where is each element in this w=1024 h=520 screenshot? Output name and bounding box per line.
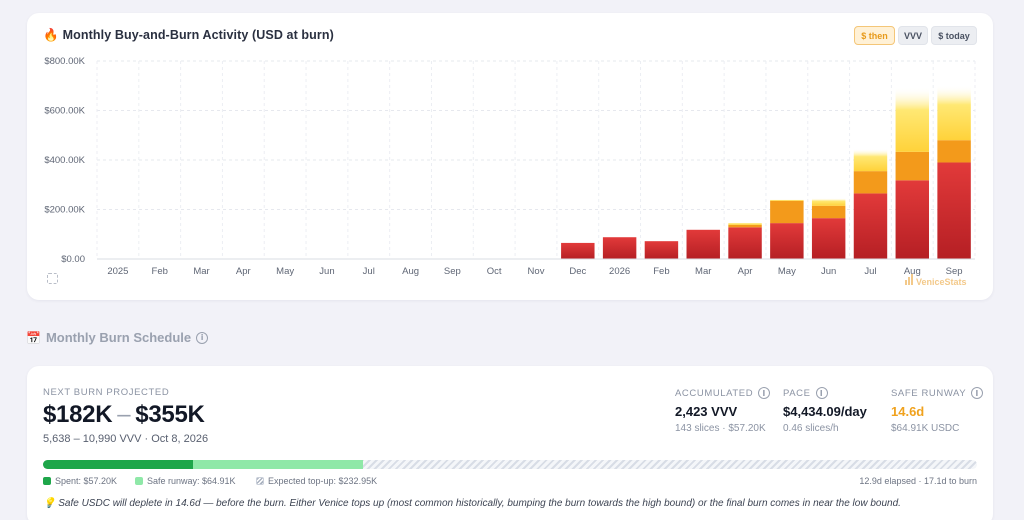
accumulated-label: Accumulated i <box>675 387 771 399</box>
x-tick-label: Nov <box>528 266 545 277</box>
x-tick-label: Oct <box>487 266 502 277</box>
x-tick-label: Feb <box>653 266 669 277</box>
toggle-usd-then-button[interactable]: $ then <box>854 26 895 45</box>
bar-jun-series-1 <box>811 218 846 259</box>
pace-value: $4,434.09/day <box>783 404 867 419</box>
fire-icon: 🔥 <box>43 28 59 42</box>
x-tick-label: Mar <box>695 266 711 277</box>
bar-may-series-2 <box>770 200 804 224</box>
runway-note: 💡 Safe USDC will deplete in 14.6d — befo… <box>43 498 901 509</box>
x-tick-label: May <box>778 266 796 277</box>
y-tick-label: $600.00K <box>44 106 85 117</box>
safe-runway-sub: $64.91K USDC <box>891 423 960 434</box>
progress-spent-segment <box>43 460 194 469</box>
legend-spent: Spent: $57.20K <box>43 476 117 486</box>
section-title-text: Monthly Burn Schedule <box>45 330 192 345</box>
runway-note-text: Safe USDC will deplete in 14.6d — before… <box>58 498 901 509</box>
accumulated-sub: 143 slices · $57.20K <box>675 423 766 434</box>
y-tick-label: $200.00K <box>44 205 85 216</box>
chart-title-text: Monthly Buy-and-Burn Activity (USD at bu… <box>62 28 334 42</box>
pace-sub: 0.46 slices/h <box>783 423 839 434</box>
chart-title: 🔥 Monthly Buy-and-Burn Activity (USD at b… <box>43 28 334 43</box>
safe-runway-swatch <box>135 477 143 485</box>
bar-sep-series-1 <box>937 162 971 259</box>
calendar-icon: 📅 <box>26 330 41 345</box>
burn-schedule-card: Next Burn Projected $182K – $355K 5,638 – … <box>27 366 993 520</box>
bar-sep-series-3 <box>937 85 971 141</box>
bar-may-series-1 <box>770 223 804 259</box>
x-tick-label: Mar <box>193 266 209 277</box>
safe-runway-value: 14.6d <box>891 404 925 419</box>
x-tick-label: Sep <box>444 266 461 277</box>
bar-jul-series-1 <box>853 193 888 259</box>
x-tick-label: Aug <box>402 266 419 277</box>
safe-runway-label: Safe Runway i <box>891 387 984 399</box>
burn-progress-bar <box>43 460 977 469</box>
x-tick-label: Jun <box>821 266 836 277</box>
bar-jun-series-2 <box>811 205 846 219</box>
bar-aug-series-1 <box>895 180 930 259</box>
bar-apr-series-2 <box>728 224 762 228</box>
projected-burn-range: $182K – $355K <box>43 401 205 429</box>
legend-expected-topup: Expected top-up: $232.95K <box>256 476 377 486</box>
lightbulb-icon: 💡 <box>43 498 56 509</box>
x-tick-label: May <box>276 266 294 277</box>
info-icon[interactable]: i <box>971 387 984 399</box>
elapsed-text: 12.9d elapsed · 17.1d to burn <box>859 476 977 486</box>
bar-jul-series-2 <box>853 171 888 194</box>
toggle-vvv-button[interactable]: VVV <box>898 26 928 45</box>
info-icon[interactable]: i <box>815 387 828 399</box>
expected-topup-swatch <box>256 477 264 485</box>
x-tick-label: Aug <box>904 266 921 277</box>
projected-vvv-date: 5,638 – 10,990 VVV · Oct 8, 2026 <box>43 433 209 445</box>
x-tick-label: 2026 <box>609 266 630 277</box>
bar-apr-series-1 <box>728 227 762 259</box>
projected-high: $355K <box>135 401 205 428</box>
next-burn-label: Next Burn Projected <box>43 387 170 398</box>
spent-swatch <box>43 477 51 485</box>
x-tick-label: Jul <box>363 266 375 277</box>
bar-aug-series-3 <box>895 87 930 152</box>
x-tick-label: Jun <box>319 266 334 277</box>
range-separator: – <box>117 401 131 428</box>
x-tick-label: Sep <box>946 266 963 277</box>
bar-may-series-3 <box>770 199 804 201</box>
x-tick-label: Feb <box>152 266 168 277</box>
watermark-brand: VeniceStats <box>916 277 967 287</box>
projected-low: $182K <box>43 401 113 428</box>
y-tick-label: $0.00 <box>61 254 85 265</box>
progress-safe-runway-segment <box>193 460 364 469</box>
monthly-burn-chart-card: $0.00 $200.00K $400.00K $600.00K $800.00K 202… <box>27 13 993 300</box>
bar-jul-series-3 <box>853 148 888 172</box>
pace-label: Pace i <box>783 387 828 399</box>
section-title-burn-schedule: 📅 Monthly Burn Schedule i <box>26 330 209 345</box>
x-tick-label: Jul <box>864 266 876 277</box>
expand-icon[interactable] <box>47 273 58 284</box>
bar-mar-series-1 <box>686 229 720 259</box>
bar-feb-series-1 <box>644 241 679 259</box>
y-tick-label: $800.00K <box>44 56 85 67</box>
x-tick-label: 2025 <box>107 266 128 277</box>
bars-icon <box>905 274 913 285</box>
burn-activity-chart: $0.00 $200.00K $400.00K $600.00K $800.00K 202… <box>44 56 976 287</box>
bar-jun-series-3 <box>811 198 846 206</box>
x-tick-label: Apr <box>738 266 753 277</box>
info-icon[interactable]: i <box>196 331 209 344</box>
x-tick-label: Apr <box>236 266 251 277</box>
y-tick-label: $400.00K <box>44 155 85 166</box>
accumulated-value: 2,423 VVV <box>675 404 738 419</box>
bar-sep-series-2 <box>937 140 971 163</box>
bar-aug-series-2 <box>895 151 930 181</box>
bar-apr-series-3 <box>728 222 762 225</box>
legend-safe-runway: Safe runway: $64.91K <box>135 476 236 486</box>
info-icon[interactable]: i <box>758 387 771 399</box>
bar-dec-series-1 <box>561 242 595 259</box>
x-tick-label: Dec <box>569 266 586 277</box>
toggle-usd-today-button[interactable]: $ today <box>931 26 977 45</box>
bar-2026-series-1 <box>602 237 637 259</box>
